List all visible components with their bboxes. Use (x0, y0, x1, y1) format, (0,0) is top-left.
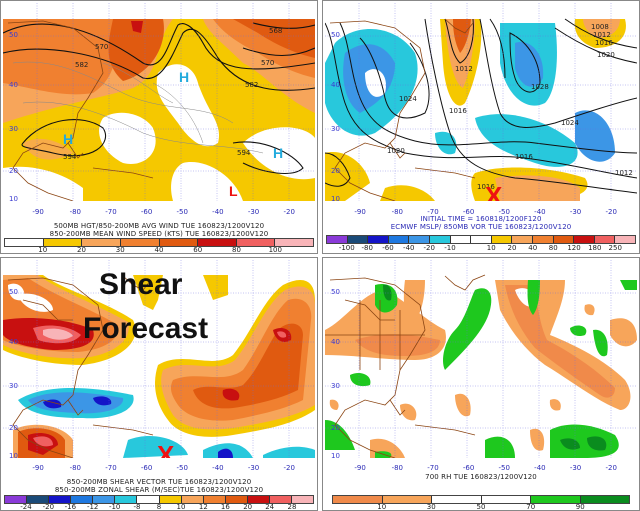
chart-title: 500MB HGT/850-200MB AVG WIND TUE 160823/… (49, 222, 269, 238)
contour-label: 594 (237, 149, 251, 157)
lat-label: 20 (331, 167, 340, 175)
contour-label: 1024 (399, 95, 417, 103)
map-mslp-vorticity: 50 40 30 20 10 1008 1012 1016 1020 1024 … (325, 3, 637, 201)
lat-label: 30 (331, 382, 340, 390)
panel-mslp-vorticity: 50 40 30 20 10 1008 1012 1016 1020 1024 … (322, 0, 640, 254)
chart-title: 700 RH TUE 160823/1200V120 (425, 473, 537, 481)
contour-label: 594 (63, 153, 77, 161)
contour-label: 1016 (595, 39, 613, 47)
longitude-labels: -90 -80 -70 -60 -50 -40 -30 -20 (354, 208, 617, 216)
contour-label: 1020 (387, 147, 405, 155)
lat-label: 30 (331, 125, 340, 133)
contour-label: 1020 (597, 51, 615, 59)
contour-label: 1008 (591, 23, 609, 31)
lat-label: 40 (331, 338, 340, 346)
contour-label: 1012 (593, 31, 611, 39)
chart-title: INITIAL TIME = 160818/1200F120 ECMWF MSL… (390, 215, 572, 231)
colorbar (4, 238, 314, 247)
contour-label: 568 (269, 27, 283, 35)
high-pressure-marker: H (179, 69, 190, 85)
colorbar-ticks: 10 20 30 40 60 80 100 (38, 246, 282, 254)
map-relative-humidity: 50 40 30 20 10 (325, 260, 637, 458)
overlay-title-shear: Shear (99, 268, 183, 301)
lat-label: 50 (9, 31, 18, 39)
panel-500mb-wind-speed: 50 40 30 20 10 H H H L 568 570 582 594 5… (0, 0, 318, 254)
lat-label: 50 (9, 288, 18, 296)
colorbar (4, 495, 314, 504)
colorbar (332, 495, 630, 504)
contour-label: 582 (245, 81, 259, 89)
lat-label: 30 (9, 125, 18, 133)
low-pressure-marker: L (229, 183, 238, 199)
lat-label: 50 (331, 288, 340, 296)
colorbar-ticks: -100 -80 -60 -40 -20 -10 10 20 40 80 120… (338, 244, 622, 252)
storm-position-marker: X (157, 440, 175, 458)
lat-label: 10 (9, 452, 18, 458)
lat-label: 40 (9, 338, 18, 346)
high-pressure-marker: H (273, 145, 284, 161)
chart-title: 850-200MB SHEAR VECTOR TUE 160823/1200V1… (54, 478, 264, 494)
map-zonal-shear: 50 40 30 20 10 Shear Forecast X (3, 260, 315, 458)
lat-label: 40 (9, 81, 18, 89)
longitude-labels: -90 -80 -70 -60 -50 -40 -30 -20 (32, 208, 295, 216)
lat-label: 20 (331, 424, 340, 432)
colorbar-ticks: 10 30 50 70 90 (377, 503, 585, 511)
contour-label: 1016 (477, 183, 495, 191)
contour-label: 570 (261, 59, 275, 67)
lat-label: 20 (9, 167, 18, 175)
storm-position-marker: X (485, 181, 503, 201)
contour-label: 582 (75, 61, 89, 69)
lat-label: 10 (331, 195, 340, 201)
lat-label: 10 (331, 452, 340, 458)
contour-label: 1012 (615, 169, 633, 177)
contour-label: 1016 (449, 107, 467, 115)
contour-label: 1016 (515, 153, 533, 161)
lat-label: 40 (331, 81, 340, 89)
contour-label: 570 (95, 43, 109, 51)
lat-label: 50 (331, 31, 340, 39)
contour-label: 1012 (455, 65, 473, 73)
longitude-labels: -90 -80 -70 -60 -50 -40 -30 -20 (354, 464, 617, 472)
lat-label: 20 (9, 424, 18, 432)
contour-label: 1024 (561, 119, 579, 127)
map-wind-speed: 50 40 30 20 10 H H H L 568 570 582 594 5… (3, 3, 315, 201)
longitude-labels: -90 -80 -70 -60 -50 -40 -30 -20 (32, 464, 295, 472)
panel-700mb-rh: 50 40 30 20 10 -90 -80 -70 -60 -50 -40 -… (322, 257, 640, 511)
colorbar (326, 235, 636, 244)
contour-label: 1028 (531, 83, 549, 91)
high-pressure-marker: H (63, 131, 74, 147)
lat-label: 10 (9, 195, 18, 201)
colorbar-ticks: -24 -20 -16 -12 -10 -8 8 10 12 16 20 24 … (20, 503, 297, 511)
lat-label: 30 (9, 382, 18, 390)
overlay-title-forecast: Forecast (83, 312, 209, 345)
panel-zonal-shear: 50 40 30 20 10 Shear Forecast X -90 -80 … (0, 257, 318, 511)
